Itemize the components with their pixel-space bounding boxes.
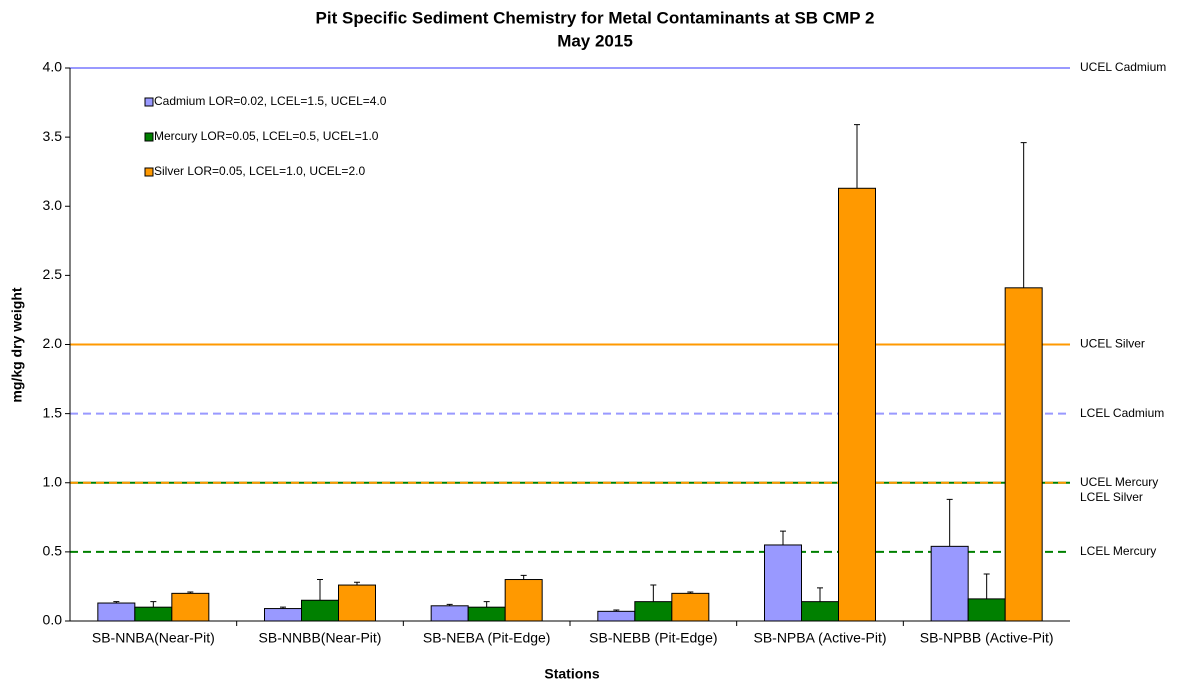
bar: [97, 602, 136, 622]
legend-label: Mercury LOR=0.05, LCEL=0.5, UCEL=1.0: [154, 129, 379, 143]
reference-label: UCEL Mercury: [1080, 475, 1158, 489]
y-tick-label: 1.5: [43, 404, 63, 420]
x-tick-label: SB-NEBB (Pit-Edge): [589, 630, 717, 646]
error-bar: [317, 579, 323, 601]
error-bar: [1020, 142, 1027, 288]
error-bar: [946, 498, 953, 547]
bar: [134, 606, 173, 622]
error-bar: [280, 606, 286, 609]
x-tick-label: SB-NNBB(Near-Pit): [259, 630, 382, 646]
bar: [301, 599, 339, 622]
x-axis-title: Stations: [544, 666, 599, 682]
bar: [967, 598, 1006, 622]
bar: [838, 187, 876, 622]
y-tick-label: 2.5: [43, 266, 63, 282]
x-tick-label: SB-NEBA (Pit-Edge): [423, 630, 551, 646]
reference-label: LCEL Silver: [1080, 490, 1143, 504]
error-bar: [354, 581, 360, 586]
y-tick-label: 4.0: [43, 59, 63, 75]
bar: [930, 545, 969, 622]
bar: [430, 605, 469, 622]
error-bar: [520, 574, 527, 580]
bar: [597, 610, 636, 622]
y-tick-label: 0.5: [43, 543, 63, 559]
error-bar: [113, 601, 120, 604]
legend-swatch: [144, 132, 154, 142]
error-bar: [187, 591, 194, 594]
bar: [264, 608, 302, 622]
error-bar: [780, 530, 786, 545]
bar: [764, 544, 802, 622]
error-bar: [854, 124, 860, 189]
error-bar: [817, 587, 823, 602]
y-tick-label: 2.0: [43, 335, 63, 351]
error-bar: [687, 591, 694, 594]
error-bar: [650, 584, 657, 602]
error-bar: [483, 601, 490, 608]
bar: [1004, 287, 1043, 622]
error-bar: [613, 609, 620, 612]
bar: [467, 606, 506, 622]
bar: [171, 592, 210, 622]
x-tick-label: SB-NPBA (Active-Pit): [753, 630, 886, 646]
x-tick-label: SB-NNBA(Near-Pit): [92, 630, 215, 646]
legend-swatch: [144, 97, 154, 107]
bar: [671, 592, 710, 622]
legend-label: Cadmium LOR=0.02, LCEL=1.5, UCEL=4.0: [154, 94, 387, 108]
reference-label: LCEL Mercury: [1080, 544, 1156, 558]
bar: [634, 601, 673, 622]
chart-title: Pit Specific Sediment Chemistry for Meta…: [316, 8, 875, 27]
reference-label: UCEL Cadmium: [1080, 60, 1166, 74]
y-axis-title: mg/kg dry weight: [9, 287, 25, 402]
reference-label: UCEL Silver: [1080, 337, 1145, 351]
bar: [338, 584, 376, 622]
y-tick-label: 0.0: [43, 612, 63, 628]
error-bar: [150, 601, 157, 608]
y-tick-label: 1.0: [43, 473, 63, 489]
x-tick-label: SB-NPBB (Active-Pit): [920, 630, 1054, 646]
error-bar: [983, 573, 990, 599]
y-tick-label: 3.0: [43, 197, 63, 213]
bar: [504, 579, 543, 622]
legend-swatch: [144, 167, 154, 177]
reference-label: LCEL Cadmium: [1080, 406, 1164, 420]
legend-label: Silver LOR=0.05, LCEL=1.0, UCEL=2.0: [154, 164, 365, 178]
bar: [801, 601, 839, 622]
chart-subtitle: May 2015: [557, 31, 633, 50]
error-bar: [446, 603, 453, 606]
y-tick-label: 3.5: [43, 128, 63, 144]
